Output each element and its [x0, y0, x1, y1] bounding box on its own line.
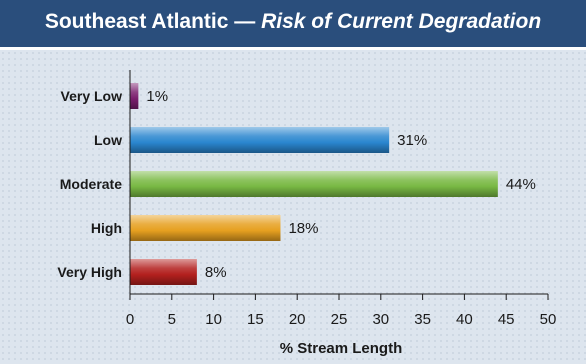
x-tick-label: 35 — [414, 311, 431, 328]
category-label: Low — [94, 132, 122, 148]
x-tick-label: 25 — [331, 311, 348, 328]
x-tick-label: 40 — [456, 311, 473, 328]
bar-moderate — [130, 171, 498, 197]
bar-low — [130, 127, 390, 153]
x-tick-label: 20 — [289, 311, 306, 328]
x-axis-title: % Stream Length — [280, 340, 403, 357]
category-label: Very High — [57, 264, 122, 280]
x-tick-label: 15 — [247, 311, 264, 328]
title-separator: — — [234, 10, 256, 33]
category-label: High — [91, 220, 122, 236]
x-tick-label: 45 — [498, 311, 515, 328]
x-tick-label: 5 — [168, 311, 176, 328]
chart-header: Southeast Atlantic — Risk of Current Deg… — [0, 0, 586, 50]
category-label: Very Low — [61, 88, 123, 104]
value-label: 44% — [506, 176, 536, 193]
x-tick-label: 30 — [372, 311, 389, 328]
category-label: Moderate — [60, 176, 122, 192]
plot-background — [0, 50, 586, 364]
x-tick-label: 10 — [205, 311, 222, 328]
value-label: 8% — [205, 264, 227, 281]
chart-title: Southeast Atlantic — [44, 10, 229, 33]
x-ticks-group: 0 5 10 15 20 25 30 35 40 45 50 — [126, 294, 557, 328]
chart-subtitle: Risk of Current Degradation — [261, 10, 542, 33]
bar-very-high — [130, 259, 197, 285]
chart-title-line: Southeast Atlantic — Risk of Current Deg… — [0, 10, 586, 34]
value-label: 18% — [288, 220, 318, 237]
bar-high — [130, 215, 281, 241]
value-label: 1% — [146, 88, 168, 105]
bar-very-low — [130, 83, 139, 109]
x-tick-label: 0 — [126, 311, 134, 328]
value-label: 31% — [397, 132, 427, 149]
x-tick-label: 50 — [540, 311, 557, 328]
bars-group — [130, 83, 498, 285]
